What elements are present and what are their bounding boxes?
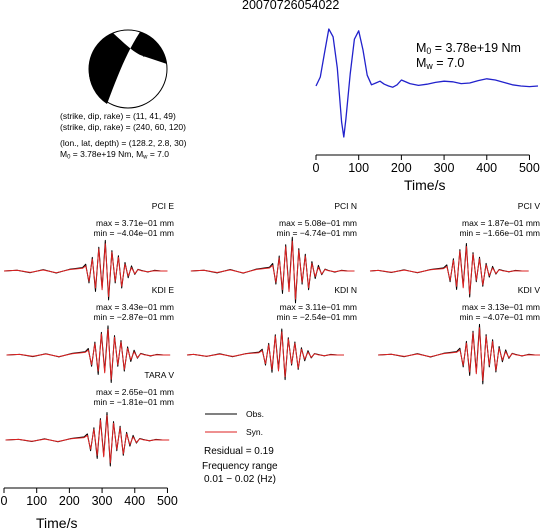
station-label: KDI N [334,285,357,295]
trace-max-label: max = 2.65e−01 mm [96,387,174,397]
trace-min-label: min = −1.66e−01 mm [459,228,540,238]
trace-max-label: max = 3.71e−01 mm [96,218,174,228]
beachball-icon [88,29,168,109]
trace-max-label: max = 3.11e−01 mm [279,302,357,312]
syn-trace-pci-v [369,246,529,295]
mechanism-line-2: (strike, dip, rake) = (240, 60, 120) [60,122,186,132]
stf-xtick-label: 200 [390,161,412,175]
stf-mw-label: Mw = 7.0 [416,56,465,72]
bottom-xtick-label: 200 [58,494,80,508]
stf-xtick-label: 500 [518,161,540,175]
station-label: PCI E [151,201,174,211]
stf-xlabel: Time/s [404,177,446,193]
stf-xtick-label: 100 [348,161,370,175]
bottom-xlabel: Time/s [36,515,78,531]
trace-min-label: min = −2.87e−01 mm [93,312,174,322]
bottom-xtick-label: 400 [124,494,146,508]
legend-syn-label: Syn. [246,427,264,437]
syn-trace-tara-v [5,415,170,464]
mechanism-line-1: (strike, dip, rake) = (11, 41, 49) [60,111,176,121]
syn-trace-pci-e [3,243,168,297]
syn-trace-kdi-v [378,327,540,381]
bottom-xtick-label: 500 [156,494,178,508]
trace-max-label: max = 5.08e−01 mm [279,218,357,228]
trace-min-label: min = −4.04e−01 mm [93,228,174,238]
trace-max-label: max = 3.13e−01 mm [462,302,540,312]
obs-trace-tara-v [5,412,170,467]
trace-min-label: min = −2.54e−01 mm [276,312,357,322]
location-line: (lon., lat, depth) = (128.2, 2.8, 30) [60,138,187,148]
frequency-range-value: 0.01 − 0.02 (Hz) [204,474,276,485]
trace-min-label: min = −1.81e−01 mm [93,397,174,407]
station-label: PCI V [517,201,540,211]
magnitude-line: M0 = 3.78e+19 Nm, Mw = 7.0 [60,149,169,161]
station-label: TARA V [144,370,174,380]
stf-xtick-label: 300 [433,161,455,175]
residual-label: Residual = 0.19 [204,446,274,457]
station-label: KDI E [151,285,174,295]
trace-max-label: max = 3.43e−01 mm [96,302,174,312]
stf-xtick-label: 0 [312,161,320,175]
obs-trace-pci-n [190,236,355,304]
trace-min-label: min = −4.07e−01 mm [459,312,540,322]
obs-trace-pci-v [369,243,529,298]
station-label: KDI V [517,285,540,295]
bottom-xtick-label: 100 [26,494,48,508]
stf-m0-label: M0 = 3.78e+19 Nm [416,41,521,57]
syn-trace-kdi-n [186,331,344,378]
frequency-range-label: Frequency range [202,461,278,472]
syn-trace-pci-n [190,240,355,300]
bottom-xtick-label: 0 [0,494,8,508]
trace-min-label: min = −4.74e−01 mm [276,228,357,238]
obs-trace-kdi-n [186,328,344,381]
legend-obs-label: Obs. [246,409,264,419]
figure-title: 20070726054022 [242,0,340,12]
obs-trace-pci-e [3,239,168,301]
stf-xtick-label: 400 [476,161,498,175]
station-label: PCI N [334,201,357,211]
obs-trace-kdi-v [378,323,540,385]
bottom-xtick-label: 300 [91,494,113,508]
trace-max-label: max = 1.87e−01 mm [462,218,540,228]
